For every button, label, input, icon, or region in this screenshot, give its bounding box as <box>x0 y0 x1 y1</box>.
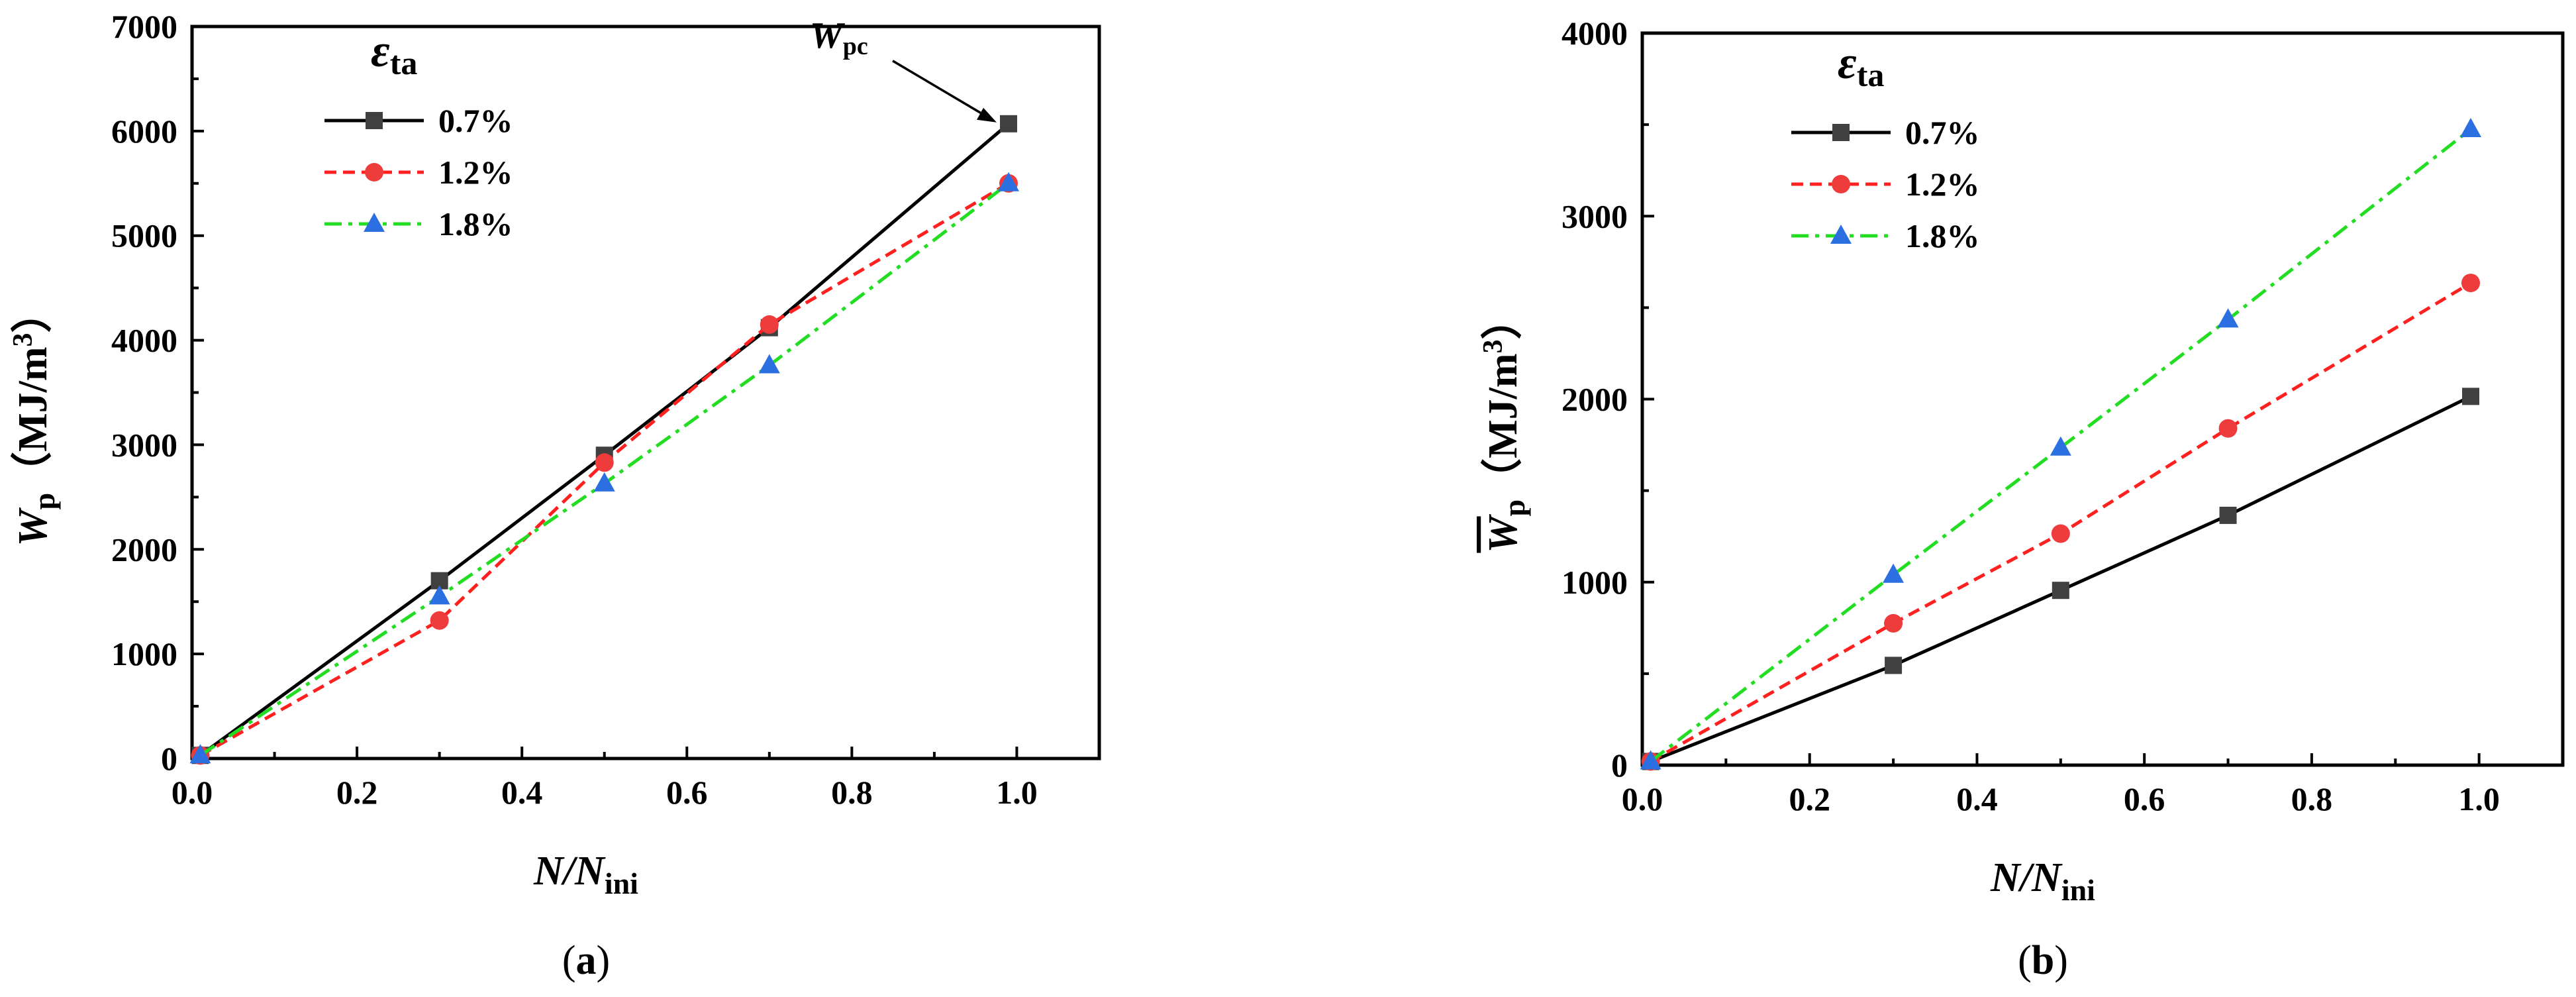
data-point <box>1884 613 1903 633</box>
chart-panel-b: 0.0 0.2 0.4 0.6 0.8 1.0 0 1000 2000 3000 4000 εta 0.… <box>1478 15 2565 983</box>
x-tick-label: 1.0 <box>996 774 1038 811</box>
series-line-1 <box>199 122 1010 757</box>
data-point <box>2462 388 2479 405</box>
y-tick-label: 2000 <box>111 531 177 568</box>
y-tick-label: 3000 <box>111 426 177 463</box>
y-tick-label: 1000 <box>111 635 177 672</box>
data-point <box>998 172 1019 191</box>
x-tick-label: 1.0 <box>2458 780 2500 817</box>
y-tick-label: 0 <box>161 740 177 777</box>
x-tick-label: 0.4 <box>501 774 543 811</box>
series-line-2 <box>1650 281 2472 763</box>
y-tick-label: 3000 <box>1561 197 1628 235</box>
x-tick-label: 0.0 <box>1622 780 1663 817</box>
legend-label-3: 1.8% <box>438 205 513 242</box>
legend-marker <box>366 112 383 129</box>
plot-frame <box>1640 31 2565 767</box>
x-tick-label: 0.8 <box>831 774 873 811</box>
x-tick-label: 0.4 <box>1956 780 1998 817</box>
x-tick-label: 0.2 <box>336 774 378 811</box>
plot-frame <box>190 25 1101 761</box>
data-point <box>1640 750 1661 770</box>
data-point <box>593 472 615 492</box>
data-point <box>428 585 450 605</box>
chart-panel-a: 0.0 0.2 0.4 0.6 0.8 1.0 0 1000 2000 3000 4000 5000 6… <box>8 8 1101 983</box>
data-point <box>760 315 779 334</box>
y-axis-title: Wp（MJ/m3） <box>8 291 61 546</box>
legend-marker <box>1832 175 1850 193</box>
data-point <box>2219 506 2237 524</box>
x-tick-label: 0.2 <box>1789 780 1830 817</box>
y-axis-title: Wp（MJ/m3） <box>1478 298 1531 552</box>
legend-marker <box>1832 124 1850 141</box>
y-tick-label: 7000 <box>111 8 177 45</box>
legend-label-1: 0.7% <box>438 102 513 139</box>
legend-marker <box>364 213 385 232</box>
panel-label: (a) <box>562 938 610 983</box>
x-axis-title: N/Nini <box>1990 855 2095 907</box>
data-point <box>2052 582 2069 600</box>
data-point <box>1885 656 1903 674</box>
arrow-head-icon <box>977 107 997 123</box>
x-axis-title: N/Nini <box>533 849 638 900</box>
data-point <box>2218 419 2238 438</box>
y-tick-label: 4000 <box>1561 15 1628 52</box>
y-tick-label: 4000 <box>111 322 177 359</box>
data-point <box>2460 118 2481 138</box>
legend-title: εta <box>371 26 417 81</box>
legend: εta 0.7% 1.2% 1.8% <box>324 26 513 242</box>
data-point <box>2050 436 2071 456</box>
data-point <box>1883 563 1905 583</box>
data-point <box>189 744 211 764</box>
legend-marker <box>365 163 383 182</box>
legend-label-3: 1.8% <box>1905 217 1980 254</box>
y-tick-label: 0 <box>1611 747 1628 784</box>
data-point <box>2051 524 2070 543</box>
x-tick-label: 0.6 <box>666 774 708 811</box>
y-tick-label: 1000 <box>1561 564 1628 601</box>
y-tick-label: 6000 <box>111 113 177 150</box>
legend-label-1: 0.7% <box>1905 114 1980 151</box>
legend-marker <box>1830 225 1852 244</box>
annotation-arrow <box>892 60 991 120</box>
series-line-3 <box>1650 128 2472 763</box>
x-tick-label: 0.0 <box>172 774 213 811</box>
legend-label-2: 1.2% <box>438 154 513 191</box>
legend-label-2: 1.2% <box>1905 166 1980 203</box>
data-point <box>758 354 780 374</box>
data-point <box>2217 308 2239 328</box>
panel-label: (b) <box>2018 938 2068 983</box>
y-tick-label: 5000 <box>111 217 177 254</box>
legend-title: εta <box>1838 38 1884 93</box>
y-tick-label: 2000 <box>1561 381 1628 418</box>
x-tick-label: 0.6 <box>2124 780 2165 817</box>
data-point <box>2461 274 2480 293</box>
legend: εta 0.7% 1.2% 1.8% <box>1791 38 1980 254</box>
x-tick-label: 0.8 <box>2291 780 2333 817</box>
data-point <box>430 611 449 630</box>
annotation-wpc: Wpc <box>810 15 868 60</box>
data-point <box>595 453 614 472</box>
data-point <box>1000 115 1017 132</box>
